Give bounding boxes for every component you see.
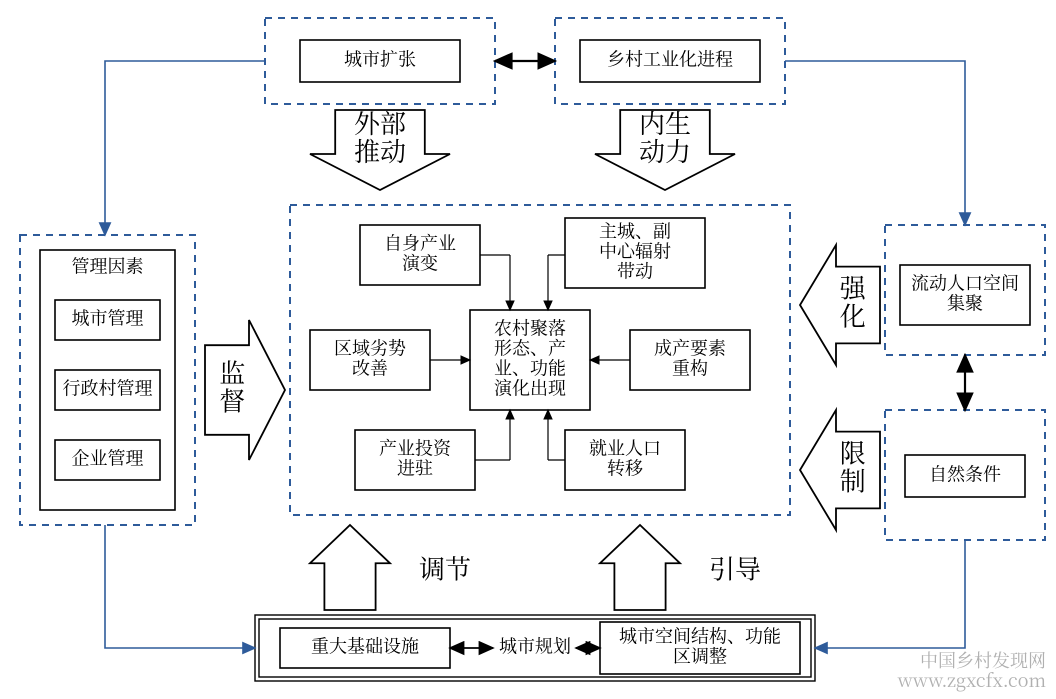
svg-text:企业管理: 企业管理 — [72, 445, 144, 471]
svg-text:演变: 演变 — [402, 250, 438, 276]
topL-to-mgmt — [105, 61, 265, 235]
svg-text:进驻: 进驻 — [397, 455, 433, 481]
svg-text:带动: 带动 — [617, 258, 653, 284]
svg-text:化: 化 — [840, 297, 866, 334]
topR-to-right — [785, 61, 965, 225]
svg-text:城市扩张: 城市扩张 — [344, 46, 416, 72]
svg-text:督: 督 — [219, 382, 245, 419]
watermark-line2: www.zgxcfx.com — [897, 667, 1046, 693]
right-to-bottom — [815, 540, 965, 648]
svg-text:区调整: 区调整 — [673, 643, 727, 669]
svg-text:改善: 改善 — [352, 355, 388, 381]
svg-text:管理因素: 管理因素 — [72, 253, 144, 279]
svg-text:动力: 动力 — [639, 132, 691, 169]
big_arrow_bot_r — [600, 525, 680, 610]
svg-text:转移: 转移 — [607, 455, 643, 481]
svg-text:集聚: 集聚 — [947, 290, 983, 316]
svg-text:行政村管理: 行政村管理 — [63, 375, 153, 401]
svg-text:重大基础设施: 重大基础设施 — [311, 633, 419, 659]
svg-text:引导: 引导 — [709, 549, 761, 586]
svg-text:推动: 推动 — [354, 132, 406, 169]
svg-text:城市管理: 城市管理 — [72, 305, 144, 331]
svg-text:调节: 调节 — [419, 549, 471, 586]
svg-text:城市规划: 城市规划 — [499, 633, 571, 659]
mgmt-to-bottom — [105, 525, 255, 648]
svg-text:演化出现: 演化出现 — [494, 375, 566, 401]
svg-text:乡村工业化进程: 乡村工业化进程 — [607, 46, 733, 72]
svg-text:重构: 重构 — [672, 355, 708, 381]
svg-text:制: 制 — [840, 462, 866, 499]
big_arrow_bot_l — [310, 525, 390, 610]
svg-text:自然条件: 自然条件 — [929, 461, 1001, 487]
